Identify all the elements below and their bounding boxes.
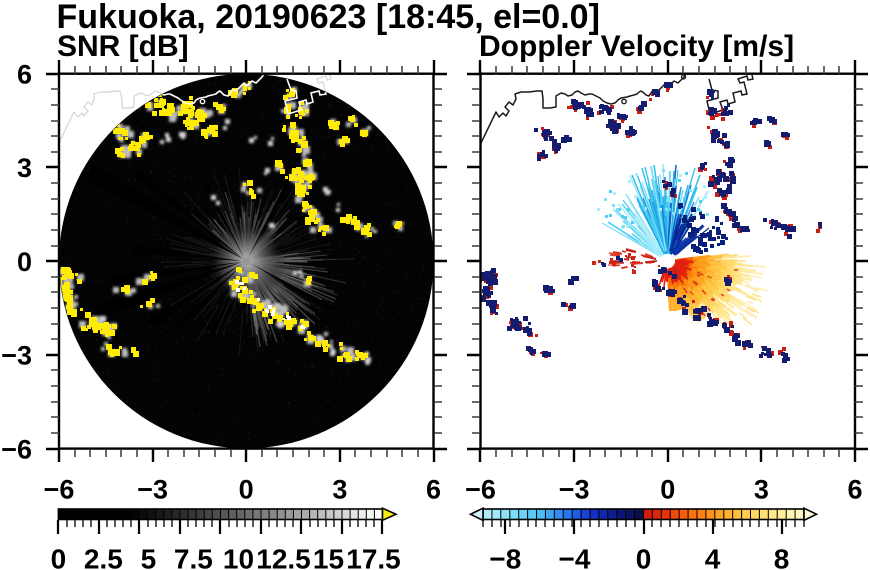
svg-text:0: 0: [51, 544, 67, 570]
svg-text:0: 0: [660, 475, 675, 505]
svg-text:6: 6: [847, 475, 862, 505]
svg-text:−8: −8: [489, 544, 521, 570]
svg-text:5: 5: [141, 544, 157, 570]
svg-text:17.5: 17.5: [346, 544, 401, 570]
svg-text:0: 0: [239, 475, 254, 505]
svg-text:15: 15: [313, 544, 344, 570]
svg-text:−3: −3: [137, 475, 168, 505]
svg-text:Fukuoka, 20190623 [18:45, el=0: Fukuoka, 20190623 [18:45, el=0.0]: [57, 0, 600, 36]
svg-text:12.5: 12.5: [256, 544, 311, 570]
svg-text:8: 8: [774, 544, 790, 570]
svg-text:2.5: 2.5: [84, 544, 123, 570]
svg-text:3: 3: [332, 475, 347, 505]
svg-text:4: 4: [705, 544, 721, 570]
svg-text:Doppler Velocity [m/s]: Doppler Velocity [m/s]: [479, 30, 794, 63]
svg-text:3: 3: [754, 475, 769, 505]
svg-text:−3: −3: [1, 341, 32, 371]
svg-text:SNR [dB]: SNR [dB]: [57, 30, 189, 63]
svg-text:7.5: 7.5: [174, 544, 213, 570]
svg-text:6: 6: [17, 60, 32, 90]
svg-text:0: 0: [636, 544, 652, 570]
svg-text:−6: −6: [1, 434, 32, 464]
svg-text:−4: −4: [559, 544, 591, 570]
svg-text:6: 6: [426, 475, 441, 505]
svg-text:−6: −6: [465, 475, 496, 505]
svg-text:0: 0: [17, 247, 32, 277]
svg-text:10: 10: [223, 544, 254, 570]
svg-text:−3: −3: [559, 475, 590, 505]
svg-text:3: 3: [17, 153, 32, 183]
svg-text:−6: −6: [44, 475, 75, 505]
